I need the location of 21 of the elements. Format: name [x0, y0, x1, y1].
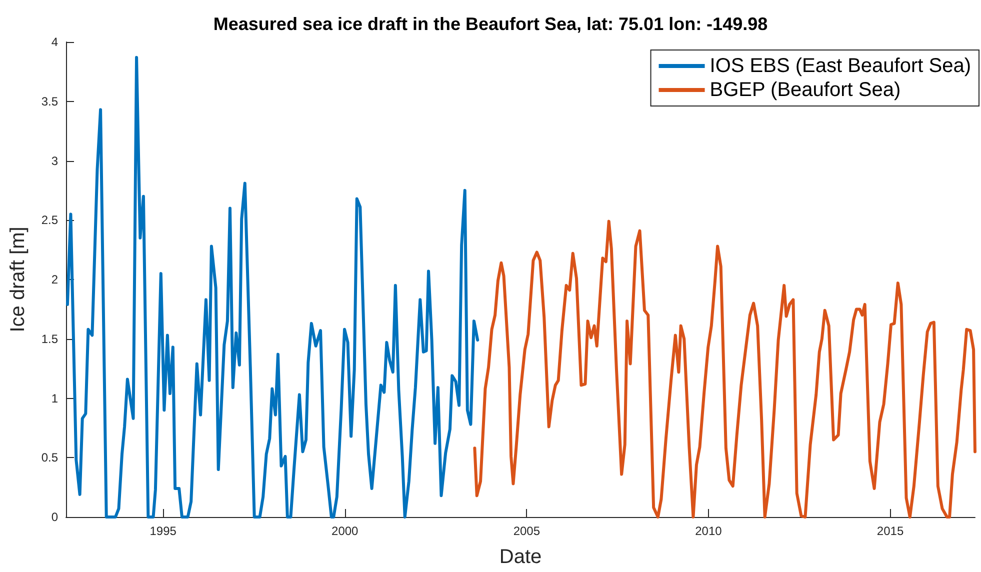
y-axis-title: Ice draft [m]: [7, 226, 29, 332]
chart-title: Measured sea ice draft in the Beaufort Sea, lat: 75.01 lon: -149.98: [213, 14, 768, 34]
x-tick-label: 1995: [150, 524, 177, 538]
x-tick-label: 2005: [513, 524, 540, 538]
y-tick-label: 2: [51, 272, 58, 286]
y-tick-label: 0: [51, 510, 58, 524]
line-series: [66, 56, 480, 518]
y-tick-label: 4: [51, 35, 58, 49]
y-tick-label: 1: [51, 391, 58, 406]
x-tick-label: 2015: [876, 524, 904, 538]
y-tick-label: 1.5: [41, 332, 58, 346]
x-tick-label: 2010: [695, 524, 722, 538]
y-tick-label: 3: [51, 154, 58, 168]
y-tick-label: 2.5: [41, 213, 58, 228]
y-tick-label: 3.5: [41, 94, 58, 108]
y-tick-label: 0.5: [41, 450, 58, 465]
x-tick-label: 2000: [332, 524, 359, 538]
line-series: [473, 220, 976, 518]
legend-label: IOS EBS (East Beaufort Sea): [710, 55, 972, 77]
legend-label: BGEP (Beaufort Sea): [710, 79, 901, 101]
x-axis-title: Date: [499, 546, 542, 568]
